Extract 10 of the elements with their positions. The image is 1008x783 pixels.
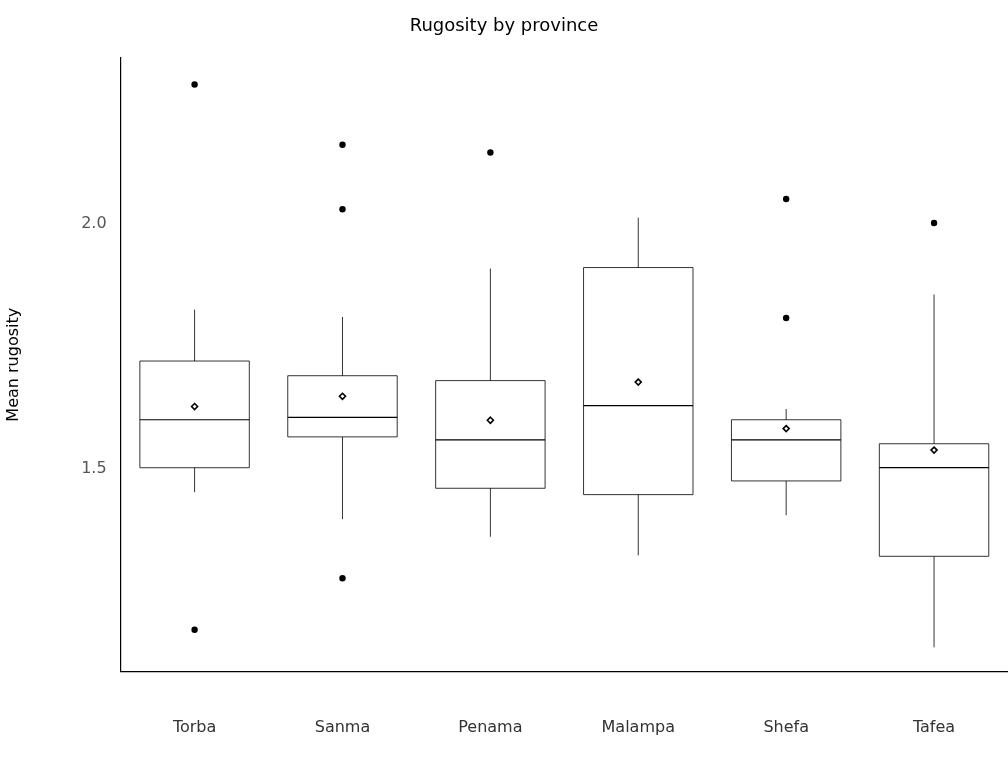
x-tick-label: Sanma [314,716,371,736]
x-tick-label: Tafea [911,716,956,736]
chart-title: Rugosity by province [409,14,599,36]
x-tick-label: Penama [458,716,523,736]
x-tick-label: Shefa [763,716,809,736]
x-tick-label: Torba [171,716,217,736]
y-axis-title: Mean rugosity [2,307,22,422]
y-tick-label: 2.0 [81,213,107,233]
y-tick-label: 1.5 [81,457,107,477]
x-tick-label: Malampa [601,716,675,736]
